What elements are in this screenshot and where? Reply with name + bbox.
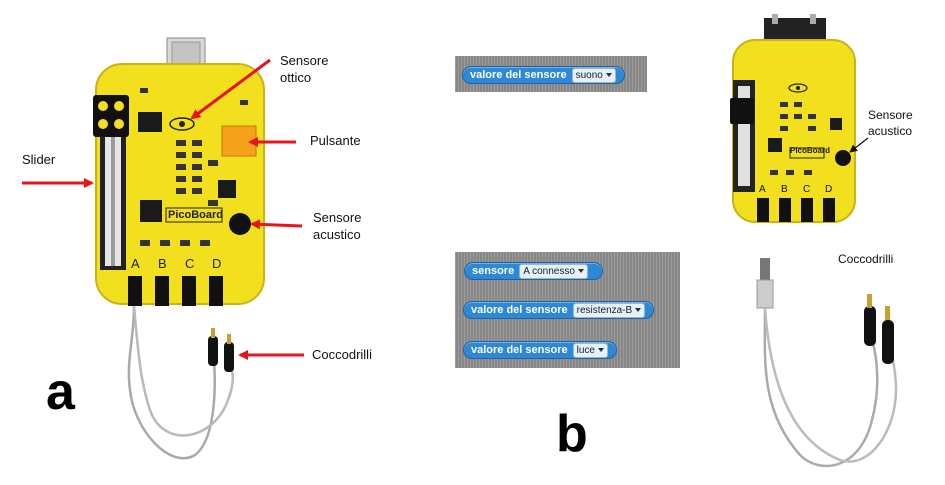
label-acoustic-sensor-2: acustico bbox=[313, 227, 361, 242]
block-sensor-value-light[interactable]: valore del sensore luce bbox=[463, 341, 617, 359]
panel-letter-b: b bbox=[556, 405, 588, 463]
block-sensor-connected[interactable]: sensore A connesso bbox=[464, 262, 603, 280]
board-a-port-a: A bbox=[131, 256, 140, 271]
sensor-dropdown[interactable]: resistenza-B bbox=[572, 302, 646, 318]
chevron-down-icon bbox=[605, 73, 612, 77]
label-c-acoustic-sensor-1: Sensore bbox=[868, 108, 913, 122]
board-a-port-c: C bbox=[185, 256, 195, 271]
board-c-logo: PicoBoard bbox=[790, 146, 831, 155]
block-sensor-value-sound[interactable]: valore del sensore suono bbox=[462, 66, 625, 84]
board-a-logo: PicoBoard bbox=[168, 209, 224, 221]
board-c-port-d: D bbox=[825, 184, 833, 195]
sensor-dropdown[interactable]: suono bbox=[571, 67, 616, 83]
dropdown-value: suono bbox=[575, 69, 603, 81]
label-c-acoustic-sensor-2: acustico bbox=[868, 124, 913, 138]
panel-letter-a: a bbox=[46, 363, 75, 421]
board-a-port-b: B bbox=[158, 256, 167, 271]
board-c-port-c: C bbox=[803, 184, 811, 195]
chevron-down-icon bbox=[635, 308, 642, 312]
arrow-optical bbox=[190, 58, 271, 120]
chevron-down-icon bbox=[597, 348, 604, 352]
dropdown-value: A connesso bbox=[523, 265, 575, 277]
label-optical-sensor-1: Sensore bbox=[280, 53, 329, 68]
label-button: Pulsante bbox=[310, 133, 361, 148]
label-acoustic-sensor-1: Sensore bbox=[313, 210, 362, 225]
block-label: sensore bbox=[472, 265, 515, 277]
sensor-dropdown[interactable]: luce bbox=[572, 342, 608, 358]
block-sensor-value-resistance[interactable]: valore del sensore resistenza-B bbox=[463, 301, 655, 319]
board-c-port-a: A bbox=[759, 184, 766, 195]
dropdown-value: luce bbox=[576, 344, 595, 356]
chevron-down-icon bbox=[577, 269, 584, 273]
dropdown-value: resistenza-B bbox=[576, 304, 633, 316]
block-label: valore del sensore bbox=[471, 344, 568, 356]
block-label: valore del sensore bbox=[470, 69, 567, 81]
block-label: valore del sensore bbox=[471, 304, 568, 316]
sensor-dropdown[interactable]: A connesso bbox=[519, 263, 588, 279]
board-a-port-d: D bbox=[212, 256, 222, 271]
board-a-jacks bbox=[128, 276, 223, 306]
label-crocodiles: Coccodrilli bbox=[312, 347, 372, 362]
label-optical-sensor-2: ottico bbox=[280, 70, 312, 85]
arrow-acoustic-c bbox=[849, 137, 869, 153]
arrow-acoustic bbox=[250, 219, 303, 230]
label-slider: Slider bbox=[22, 152, 56, 167]
label-c-crocodiles: Coccodrilli bbox=[838, 252, 894, 266]
board-c-port-b: B bbox=[781, 184, 788, 195]
